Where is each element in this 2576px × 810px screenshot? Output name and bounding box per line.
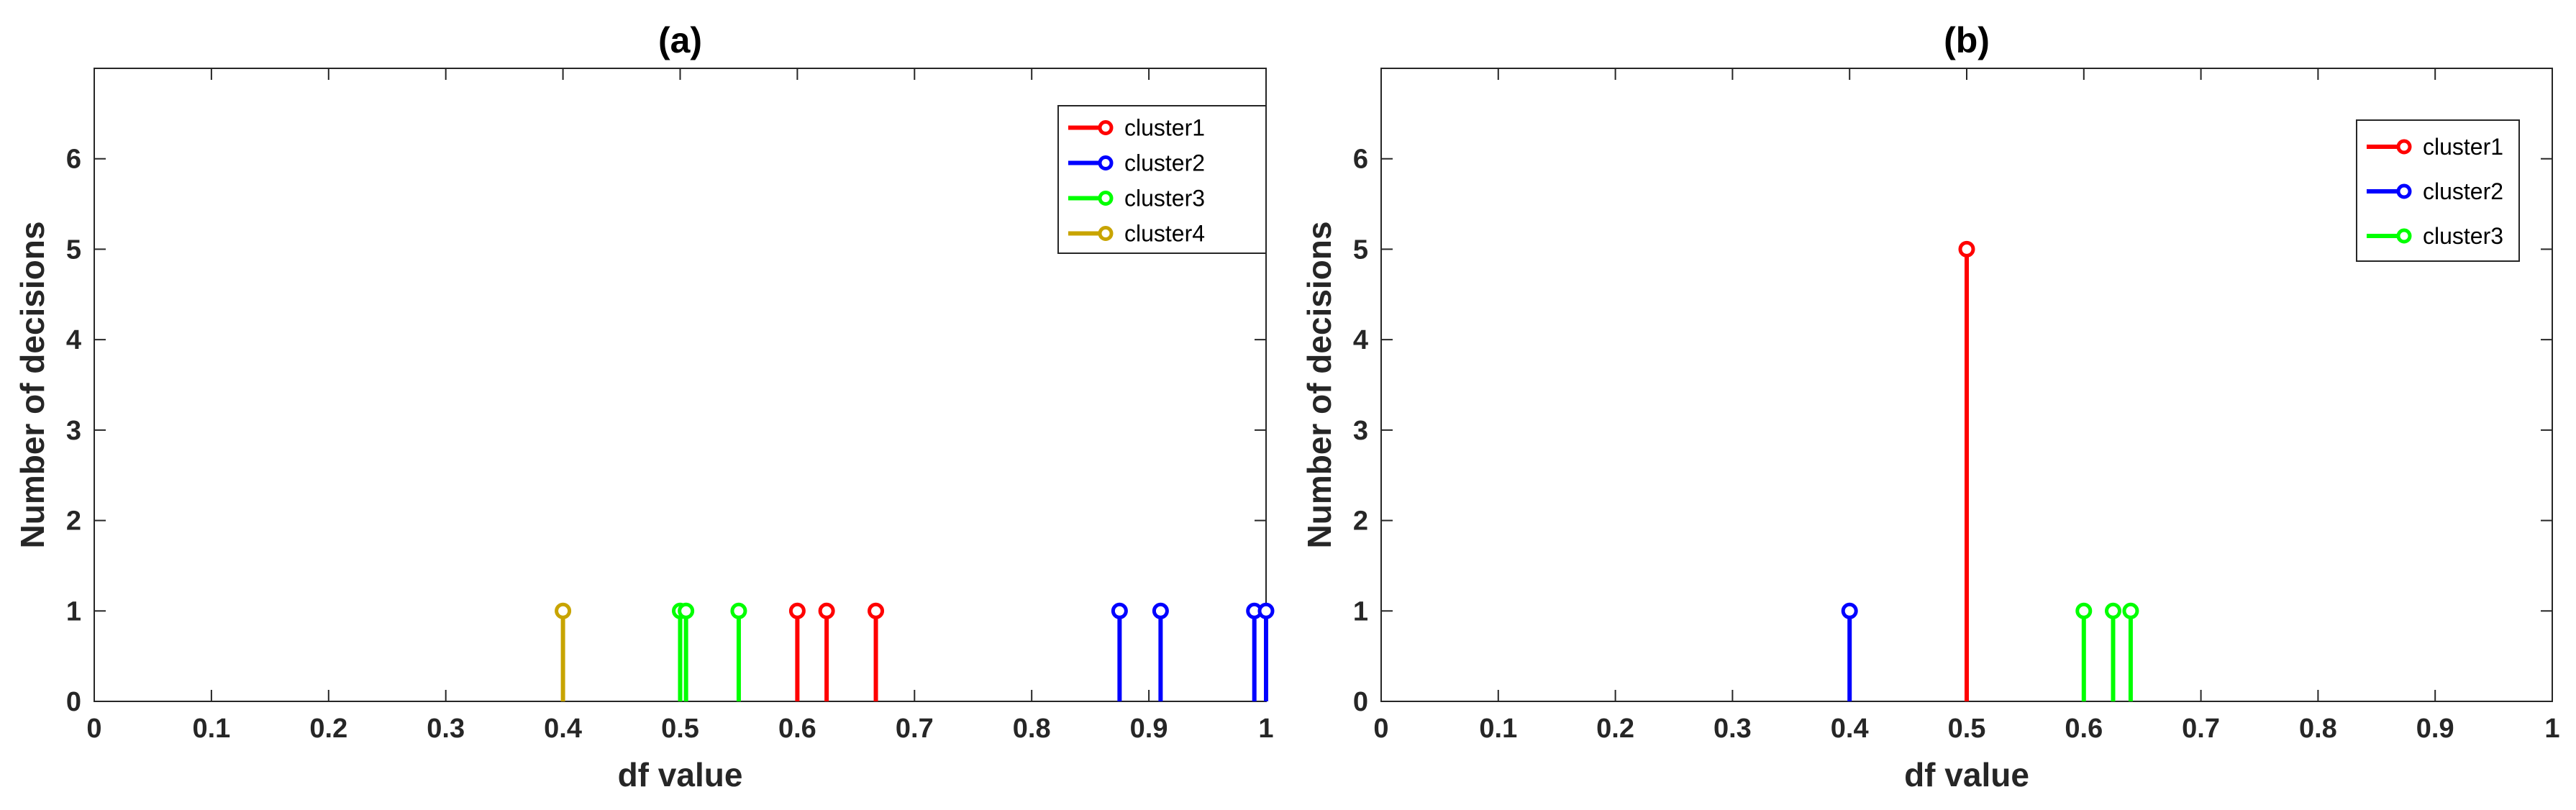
- x-tick-label: 0.6: [778, 714, 816, 744]
- stem-marker: [818, 602, 835, 619]
- legend-swatch-marker: [1098, 226, 1114, 241]
- x-tick-label: 0.3: [427, 714, 465, 744]
- y-tick-label: 6: [66, 145, 81, 175]
- y-tick-label: 6: [1353, 145, 1368, 175]
- stem-marker: [555, 602, 572, 619]
- y-tick-label: 2: [1353, 506, 1368, 537]
- legend: cluster1 cluster2 cluster3: [2356, 119, 2520, 262]
- legend-swatch-marker: [1098, 155, 1114, 170]
- stem-marker: [868, 602, 885, 619]
- legend-label: cluster3: [2423, 223, 2503, 249]
- legend-swatch-marker: [2396, 139, 2412, 155]
- legend-item-cluster2: cluster2: [1068, 150, 1205, 176]
- chart-title: (a): [658, 20, 702, 60]
- y-axis-label: Number of decisions: [1301, 222, 1338, 549]
- chart-b: (b) 0 0.1 0.2 0.3 0.4 0.5 0.6 0.7 0.8 0.9 1 0 1 2 3 4 5 6 d…: [1301, 20, 2560, 793]
- x-tick-label: 0.3: [1713, 714, 1752, 744]
- legend-label: cluster4: [1124, 221, 1205, 247]
- stem-marker: [730, 602, 747, 619]
- x-tick-label: 0.2: [309, 714, 347, 744]
- x-tick-label: 0.1: [1479, 714, 1517, 744]
- stem-marker: [1841, 602, 1858, 619]
- stem-marker: [2105, 602, 2121, 619]
- legend-item-cluster4: cluster4: [1068, 221, 1205, 247]
- series-cluster3: [672, 602, 747, 701]
- series-cluster1: [1958, 240, 1975, 701]
- series-cluster3: [2075, 602, 2139, 701]
- x-tick-label: 0.5: [661, 714, 699, 744]
- legend-box: [1057, 105, 1267, 254]
- x-tick-label: 0.5: [1948, 714, 1986, 744]
- x-tick-label: 0.7: [2182, 714, 2220, 744]
- x-axis-label: df value: [1904, 756, 2029, 793]
- y-tick-label: 2: [66, 506, 81, 537]
- x-tick-label: 0.8: [2299, 714, 2337, 744]
- x-tick-label: 1: [2544, 714, 2559, 744]
- y-tick-label: 1: [66, 596, 81, 627]
- legend-label: cluster2: [2423, 178, 2503, 204]
- legend-label: cluster1: [2423, 134, 2503, 160]
- series-cluster1: [788, 602, 885, 701]
- x-tick-label: 0: [86, 714, 101, 744]
- y-axis-label: Number of decisions: [14, 222, 51, 549]
- stem-marker: [1111, 602, 1128, 619]
- stem-marker: [1257, 602, 1275, 619]
- stem-marker: [2122, 602, 2139, 619]
- y-tick-label: 1: [1353, 596, 1368, 627]
- y-tick-label: 3: [1353, 416, 1368, 446]
- x-tick-label: 0.6: [2065, 714, 2103, 744]
- stem-marker: [1958, 240, 1975, 258]
- y-tick-label: 0: [66, 687, 81, 717]
- legend-label: cluster3: [1124, 186, 1205, 211]
- y-tick-label: 5: [66, 235, 81, 265]
- legend: cluster1 cluster2 cluster3 cluster4: [1057, 105, 1267, 254]
- y-tick-label: 4: [66, 325, 81, 355]
- y-tick-label: 4: [1353, 325, 1368, 355]
- legend-label: cluster2: [1124, 150, 1205, 176]
- legend-item-cluster3: cluster3: [2367, 223, 2503, 249]
- x-axis-label: df value: [618, 756, 743, 793]
- chart-title: (b): [1944, 20, 1990, 60]
- x-tick-label: 1: [1258, 714, 1273, 744]
- legend-swatch-marker: [2396, 183, 2412, 199]
- series-cluster2: [1111, 602, 1275, 701]
- stem-marker: [788, 602, 806, 619]
- y-tick-label: 0: [1353, 687, 1368, 717]
- legend-swatch-marker: [1098, 191, 1114, 206]
- x-tick-label: 0.2: [1596, 714, 1634, 744]
- x-tick-label: 0.4: [1831, 714, 1869, 744]
- x-tick-label: 0.7: [896, 714, 934, 744]
- stem-marker: [1152, 602, 1169, 619]
- legend-swatch-marker: [1098, 120, 1114, 135]
- x-tick-label: 0.9: [2416, 714, 2454, 744]
- y-tick-label: 3: [66, 416, 81, 446]
- x-tick-label: 0.8: [1013, 714, 1051, 744]
- x-tick-label: 0.9: [1130, 714, 1168, 744]
- x-tick-label: 0.1: [192, 714, 230, 744]
- x-tick-label: 0.4: [544, 714, 582, 744]
- legend-item-cluster2: cluster2: [2367, 178, 2503, 204]
- x-tick-label: 0: [1373, 714, 1388, 744]
- y-tick-label: 5: [1353, 235, 1368, 265]
- series-cluster2: [1841, 602, 1858, 701]
- legend-item-cluster1: cluster1: [2367, 134, 2503, 160]
- series-cluster4: [555, 602, 572, 701]
- stem-marker: [2075, 602, 2093, 619]
- legend-item-cluster1: cluster1: [1068, 115, 1205, 141]
- legend-swatch-marker: [2396, 228, 2412, 244]
- chart-a: (a) 0 0.1 0.2 0.3 0.4 0.5 0.6 0.7 0.8 0.9 1 0 1 2 3 4 5 6 d…: [14, 20, 1275, 793]
- legend-label: cluster1: [1124, 115, 1205, 141]
- stem-marker: [678, 602, 695, 619]
- legend-item-cluster3: cluster3: [1068, 186, 1205, 211]
